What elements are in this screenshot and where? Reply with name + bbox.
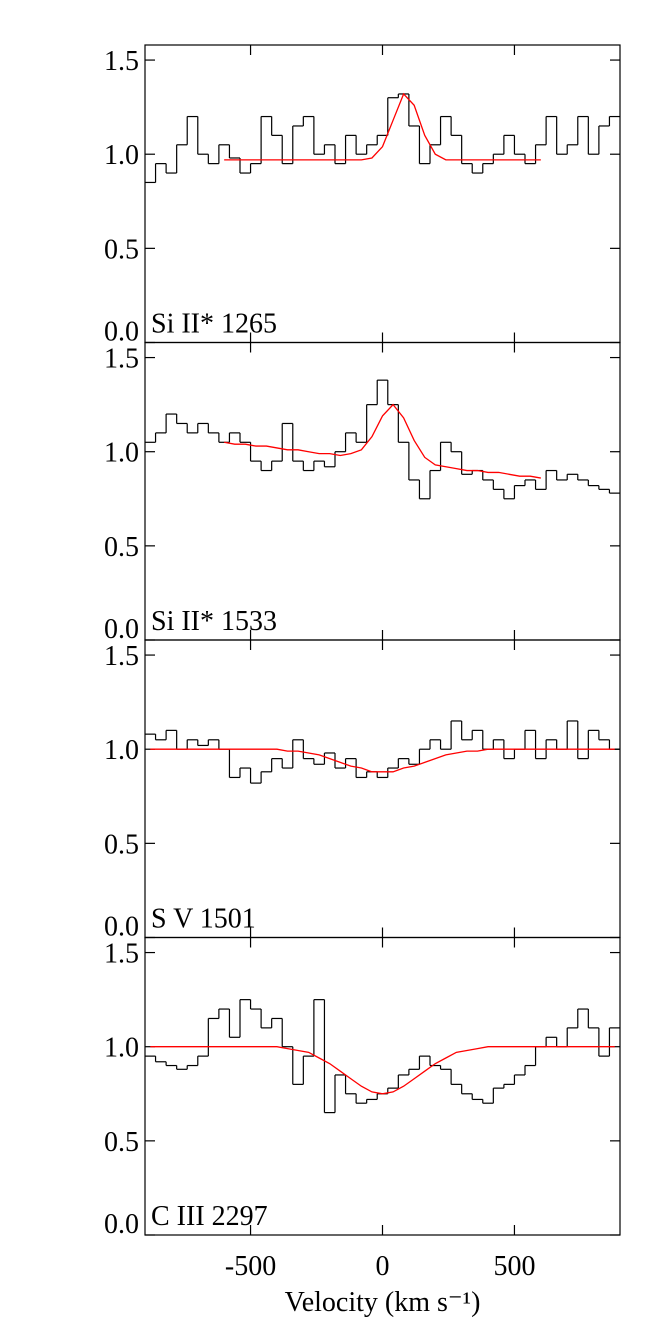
y-tick-label: 0.0 (104, 1209, 139, 1240)
plot-frame (144, 639, 621, 939)
fit-curve (224, 92, 541, 161)
plot-frame (144, 936, 621, 1236)
spectrum-riser (154, 999, 611, 1113)
panel-label: S V 1501 (151, 904, 256, 935)
spectrum-riser (154, 380, 611, 499)
fit-curve (224, 403, 541, 479)
spectrum-riser (154, 720, 611, 784)
panel-label: C III 2297 (151, 1201, 268, 1232)
y-tick-label: 1.5 (104, 641, 139, 672)
plot-frame (144, 341, 621, 641)
y-tick-label: 1.5 (104, 939, 139, 970)
y-tick-label: 0.0 (104, 317, 139, 348)
y-tick-label: 0.5 (104, 234, 139, 265)
plot-frame (144, 44, 621, 344)
spectrum-riser (154, 93, 611, 183)
x-tick-label: 500 (493, 1251, 535, 1282)
x-axis-label: Velocity (km s⁻¹) (285, 1287, 481, 1318)
y-tick-label: 1.0 (104, 438, 139, 469)
y-tick-label: 1.0 (104, 735, 139, 766)
panel-label: Si II* 1533 (151, 606, 277, 637)
y-tick-label: 1.5 (104, 344, 139, 375)
fit-curve (150, 748, 615, 773)
y-tick-label: 1.0 (104, 1033, 139, 1064)
fit-curve (150, 1046, 615, 1095)
x-tick-label: -500 (225, 1251, 276, 1282)
y-tick-label: 0.5 (104, 1127, 139, 1158)
x-tick-label: 0 (376, 1251, 390, 1282)
y-tick-label: 0.5 (104, 532, 139, 563)
y-tick-label: 0.0 (104, 912, 139, 943)
y-tick-label: 0.5 (104, 829, 139, 860)
y-tick-label: 0.0 (104, 614, 139, 645)
y-tick-label: 1.5 (104, 46, 139, 77)
y-tick-label: 1.0 (104, 140, 139, 171)
panel-label: Si II* 1265 (151, 309, 277, 340)
